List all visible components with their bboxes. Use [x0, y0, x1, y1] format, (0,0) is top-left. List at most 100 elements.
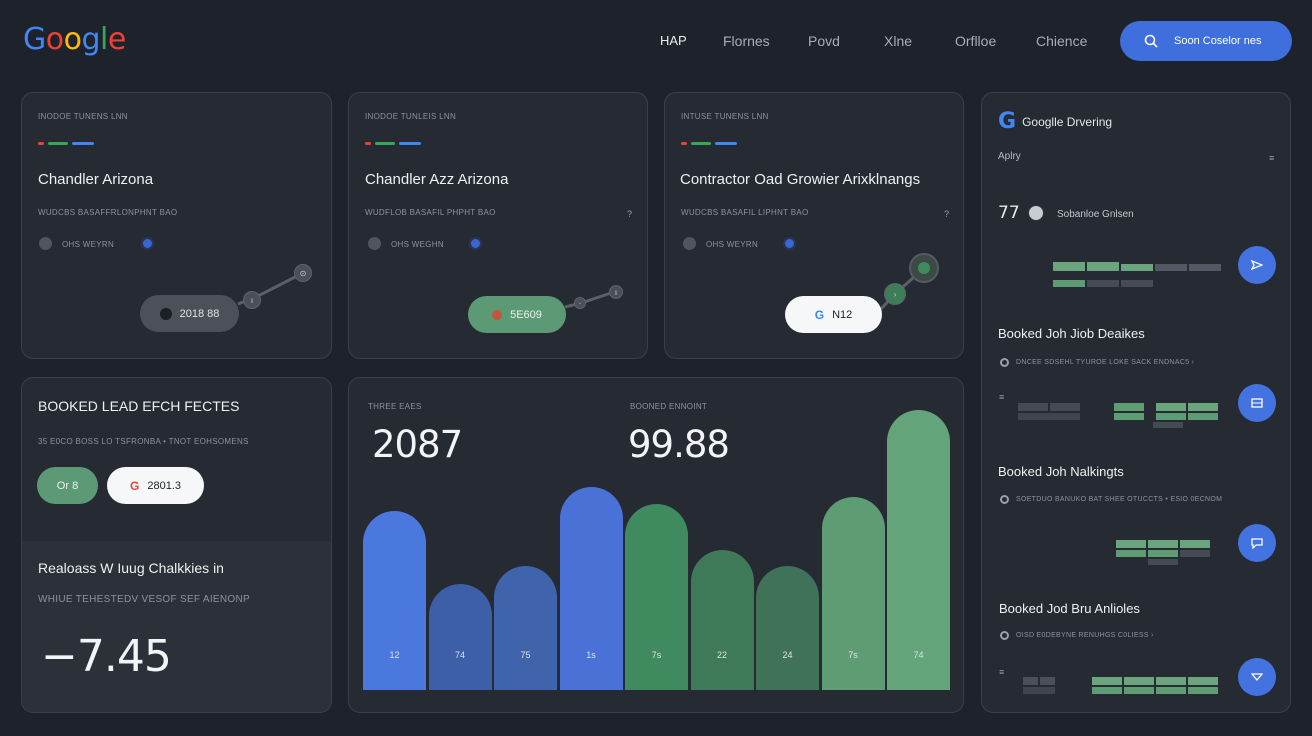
search-button-label: Soon Coselor nes [1174, 35, 1262, 47]
expand-button[interactable] [1238, 384, 1276, 422]
lead-section: Realoass W Iuug Chalkkies in WHIUE TEHES… [22, 541, 331, 712]
avatar [1027, 204, 1045, 222]
accent-strip [681, 142, 737, 145]
chart-bar: 1s [559, 487, 623, 690]
logo-letter: g [81, 22, 101, 57]
value-pill[interactable]: 5E609 [468, 296, 566, 333]
menu-icon[interactable]: ≡ [999, 667, 1005, 677]
mini-bars [1114, 413, 1218, 420]
lead-pill-right[interactable]: G 2801.3 [107, 467, 204, 504]
blue-dot-icon [469, 237, 482, 250]
bar-label: 74 [454, 650, 465, 660]
node-icon[interactable]: · [574, 297, 586, 309]
logo-letter: l [100, 22, 108, 57]
nav-item[interactable]: HAP [660, 33, 687, 48]
logo-letter: o [63, 22, 82, 57]
mini-bars [1148, 559, 1178, 565]
send-button[interactable] [1238, 246, 1276, 284]
chevron-down-icon [1251, 672, 1263, 681]
node-icon[interactable] [909, 253, 939, 283]
mini-bars [1018, 413, 1080, 420]
card-meta: OHS WEYRN [706, 240, 759, 249]
accent-strip [365, 142, 421, 145]
collapse-button[interactable] [1238, 658, 1276, 696]
pill-value: N12 [832, 308, 853, 321]
value-pill[interactable]: 2018 88 [140, 295, 239, 332]
google-logo[interactable]: Google [23, 22, 126, 57]
card-subtitle: WUDCBS BASAFIL LIPHNT BAO [681, 208, 809, 217]
status-icon [1000, 495, 1009, 504]
mini-bars [1114, 403, 1218, 411]
mini-bars [1053, 262, 1221, 271]
lead-card[interactable]: BOOKED LEAD EFCH FECTES 35 E0CO BOSS LO … [21, 377, 332, 713]
card-meta: OHS WEGHN [391, 240, 444, 249]
card-title: Chandler Azz Arizona [365, 171, 509, 188]
node-icon[interactable]: ı [609, 285, 623, 299]
side-item-title[interactable]: Booked Joh Nalkingts [998, 464, 1124, 479]
card-kicker: INODOE TUNENS LNN [38, 112, 128, 121]
nav-item[interactable]: Orflloe [955, 33, 997, 49]
card-title: Chandler Arizona [38, 171, 154, 188]
mini-bars [1092, 677, 1218, 685]
lead-pill-left[interactable]: Or 8 [37, 467, 98, 504]
side-subtitle: Aplry [998, 151, 1021, 162]
lead-title: BOOKED LEAD EFCH FECTES [38, 398, 240, 414]
nav-item[interactable]: Flornes [723, 33, 770, 49]
bar-label: 22 [716, 650, 727, 660]
location-card[interactable]: INODOE TUNENS LNN Chandler Arizona WUDCB… [21, 92, 332, 359]
side-item-title[interactable]: Booked Joh Jiob Deaikes [998, 326, 1145, 341]
card-meta: OHS WEYRN [62, 240, 115, 249]
blue-dot-icon [141, 237, 154, 250]
stat-value: 99.88 [628, 423, 730, 466]
mini-bars [1116, 540, 1210, 548]
location-card[interactable]: INODOE TUNLEIS LNN Chandler Azz Arizona … [348, 92, 648, 359]
help-icon[interactable]: ? [944, 209, 950, 219]
chart-bar: 24 [756, 566, 819, 690]
location-card[interactable]: INTUSE TUNENS LNN Contractor Oad Growier… [664, 92, 964, 359]
panel-icon [1251, 398, 1263, 408]
stat-value: 2087 [372, 423, 463, 466]
search-button[interactable]: Soon Coselor nes [1120, 21, 1292, 61]
nav-item[interactable]: Povd [808, 33, 840, 49]
status-icon [39, 237, 52, 250]
logo-letter: o [45, 22, 64, 57]
value-pill[interactable]: G N12 [785, 296, 882, 333]
bar-label: 24 [782, 650, 793, 660]
bar-label: 7s [651, 650, 662, 660]
menu-icon[interactable]: ≡ [999, 392, 1005, 402]
node-icon[interactable]: ⊙ [294, 264, 312, 282]
stat-label: BOONED ENNOINT [630, 402, 708, 411]
help-icon[interactable]: ? [627, 209, 633, 219]
nav-item[interactable]: Xlne [884, 33, 913, 49]
robot-icon [159, 307, 172, 320]
side-item-sub: OISD E0DEBYNE RENUHGS C0LIESS › [1016, 632, 1154, 639]
menu-icon[interactable]: ≡ [1269, 153, 1275, 163]
bar-label: 75 [520, 650, 531, 660]
google-g-icon: G [814, 307, 825, 322]
big-value: −7.45 [41, 631, 172, 682]
side-stat-label: Sobanloe Gnlsen [1057, 209, 1134, 220]
bar-chart: 12 74 75 1s 7s 22 24 7s 74 [363, 400, 951, 690]
section-title: Realoass W Iuug Chalkkies in [38, 560, 224, 576]
bar-label: 74 [913, 650, 924, 660]
bar-label: 12 [389, 650, 400, 660]
node-icon[interactable]: ı [243, 291, 261, 309]
send-icon [1251, 259, 1263, 271]
chat-button[interactable] [1238, 524, 1276, 562]
search-icon [1144, 34, 1158, 48]
card-title: Contractor Oad Growier Arixklnangs [680, 171, 921, 188]
status-icon [1000, 631, 1009, 640]
lead-subtitle: 35 E0CO BOSS LO TSFRONBA • TNOT EOHSOMEN… [38, 437, 249, 446]
logo-letter: e [107, 22, 126, 57]
nav-item[interactable]: Chience [1036, 33, 1088, 49]
node-icon[interactable]: › [884, 283, 906, 305]
chart-bar: 7s [821, 496, 885, 690]
mini-bars [1018, 403, 1080, 411]
chart-bar: 75 [494, 566, 557, 690]
status-icon [683, 237, 696, 250]
side-panel: G Googlle Drvering Aplry ≡ 77 Sobanloe G… [981, 92, 1291, 713]
plant-icon [492, 309, 503, 320]
chart-bar: 12 [363, 511, 426, 690]
bar-label: 1s [586, 650, 596, 660]
side-item-title[interactable]: Booked Jod Bru Anlioles [999, 601, 1140, 616]
